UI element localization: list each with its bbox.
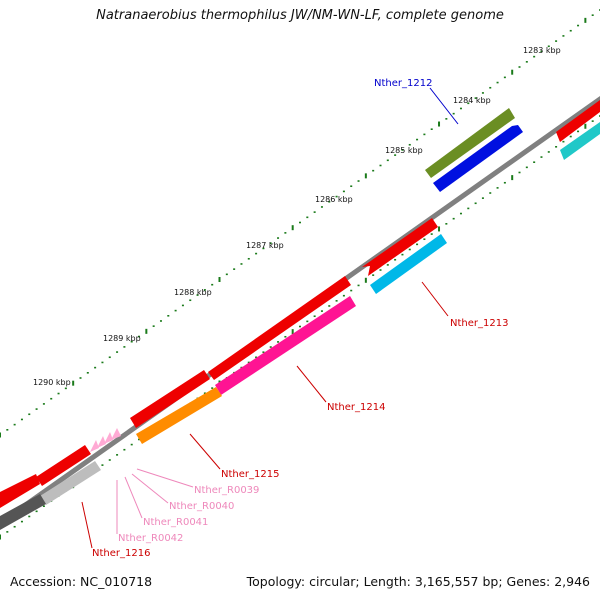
gene-feature-nther-1215[interactable] xyxy=(136,387,222,444)
gene-feature-nther-1212[interactable] xyxy=(433,125,523,192)
gene-label-nther-1213[interactable]: Nther_1213 xyxy=(450,318,508,329)
leader-line-nther-r0040 xyxy=(131,473,169,504)
scale-label-1286: 1286 kbp xyxy=(315,195,353,204)
gene-feature-grey[interactable] xyxy=(40,461,101,505)
genome-summary-text: Topology: circular; Length: 3,165,557 bp… xyxy=(246,574,590,589)
gene-feature-nther-1214[interactable] xyxy=(215,296,356,395)
gene-feature-red-long[interactable] xyxy=(208,276,351,380)
leader-line-nther-r0041 xyxy=(124,476,143,519)
gene-label-nther-r0040[interactable]: Nther_R0040 xyxy=(169,501,234,512)
scale-label-1289: 1289 kbp xyxy=(103,334,141,343)
gene-feature-red-top-right[interactable] xyxy=(556,100,600,142)
gene-feature-teal-top-right[interactable] xyxy=(560,122,600,160)
gene-feature-red-1215a[interactable] xyxy=(130,370,210,428)
scale-track-outer xyxy=(0,9,600,438)
gene-feature-olive[interactable] xyxy=(425,108,515,178)
rna-feature-r0039[interactable] xyxy=(111,428,121,440)
rna-feature-r0042[interactable] xyxy=(90,440,99,452)
gene-feature-dark-left[interactable] xyxy=(0,494,46,530)
leader-line-nther-1216 xyxy=(81,501,93,549)
scale-labels: 1283 kbp 1284 kbp 1285 kbp 1286 kbp 1287… xyxy=(33,46,561,387)
rna-feature-r0041[interactable] xyxy=(97,436,106,448)
leader-line-nther-r0039 xyxy=(136,468,194,488)
gene-label-nther-r0039[interactable]: Nther_R0039 xyxy=(194,485,259,496)
gene-label-nther-1212[interactable]: Nther_1212 xyxy=(374,78,432,89)
scale-label-1287: 1287 kbp xyxy=(246,241,284,250)
scale-label-1290: 1290 kbp xyxy=(33,378,71,387)
leader-line-nther-1212 xyxy=(429,87,459,125)
gene-labels: Nther_1212 Nther_1213 Nther_1214 Nther_1… xyxy=(92,78,508,559)
leader-line-nther-1213 xyxy=(421,281,449,317)
gene-feature-nther-1216[interactable] xyxy=(36,445,91,486)
leader-line-nther-1215 xyxy=(189,433,221,470)
scale-label-1288: 1288 kbp xyxy=(174,288,212,297)
gene-label-nther-1214[interactable]: Nther_1214 xyxy=(327,402,385,413)
gene-label-nther-r0041[interactable]: Nther_R0041 xyxy=(143,517,208,528)
gene-label-nther-r0042[interactable]: Nther_R0042 xyxy=(118,533,183,544)
gene-label-nther-1216[interactable]: Nther_1216 xyxy=(92,548,150,559)
scale-label-1283: 1283 kbp xyxy=(523,46,561,55)
accession-text: Accession: NC_010718 xyxy=(10,574,153,589)
gene-feature-red-left[interactable] xyxy=(0,474,40,508)
leader-lines xyxy=(81,87,459,549)
gene-feature-red-1213a[interactable] xyxy=(362,218,438,276)
gene-feature-nther-1213[interactable] xyxy=(370,234,447,294)
scale-label-1284: 1284 kbp xyxy=(453,96,491,105)
map-title: Natranaerobius thermophilus JW/NM-WN-LF,… xyxy=(96,8,504,23)
leader-line-nther-1214 xyxy=(296,365,327,403)
gene-label-nther-1215[interactable]: Nther_1215 xyxy=(221,469,279,480)
gene-features xyxy=(0,100,600,530)
rna-feature-r0040[interactable] xyxy=(104,432,113,444)
scale-label-1285: 1285 kbp xyxy=(385,146,423,155)
